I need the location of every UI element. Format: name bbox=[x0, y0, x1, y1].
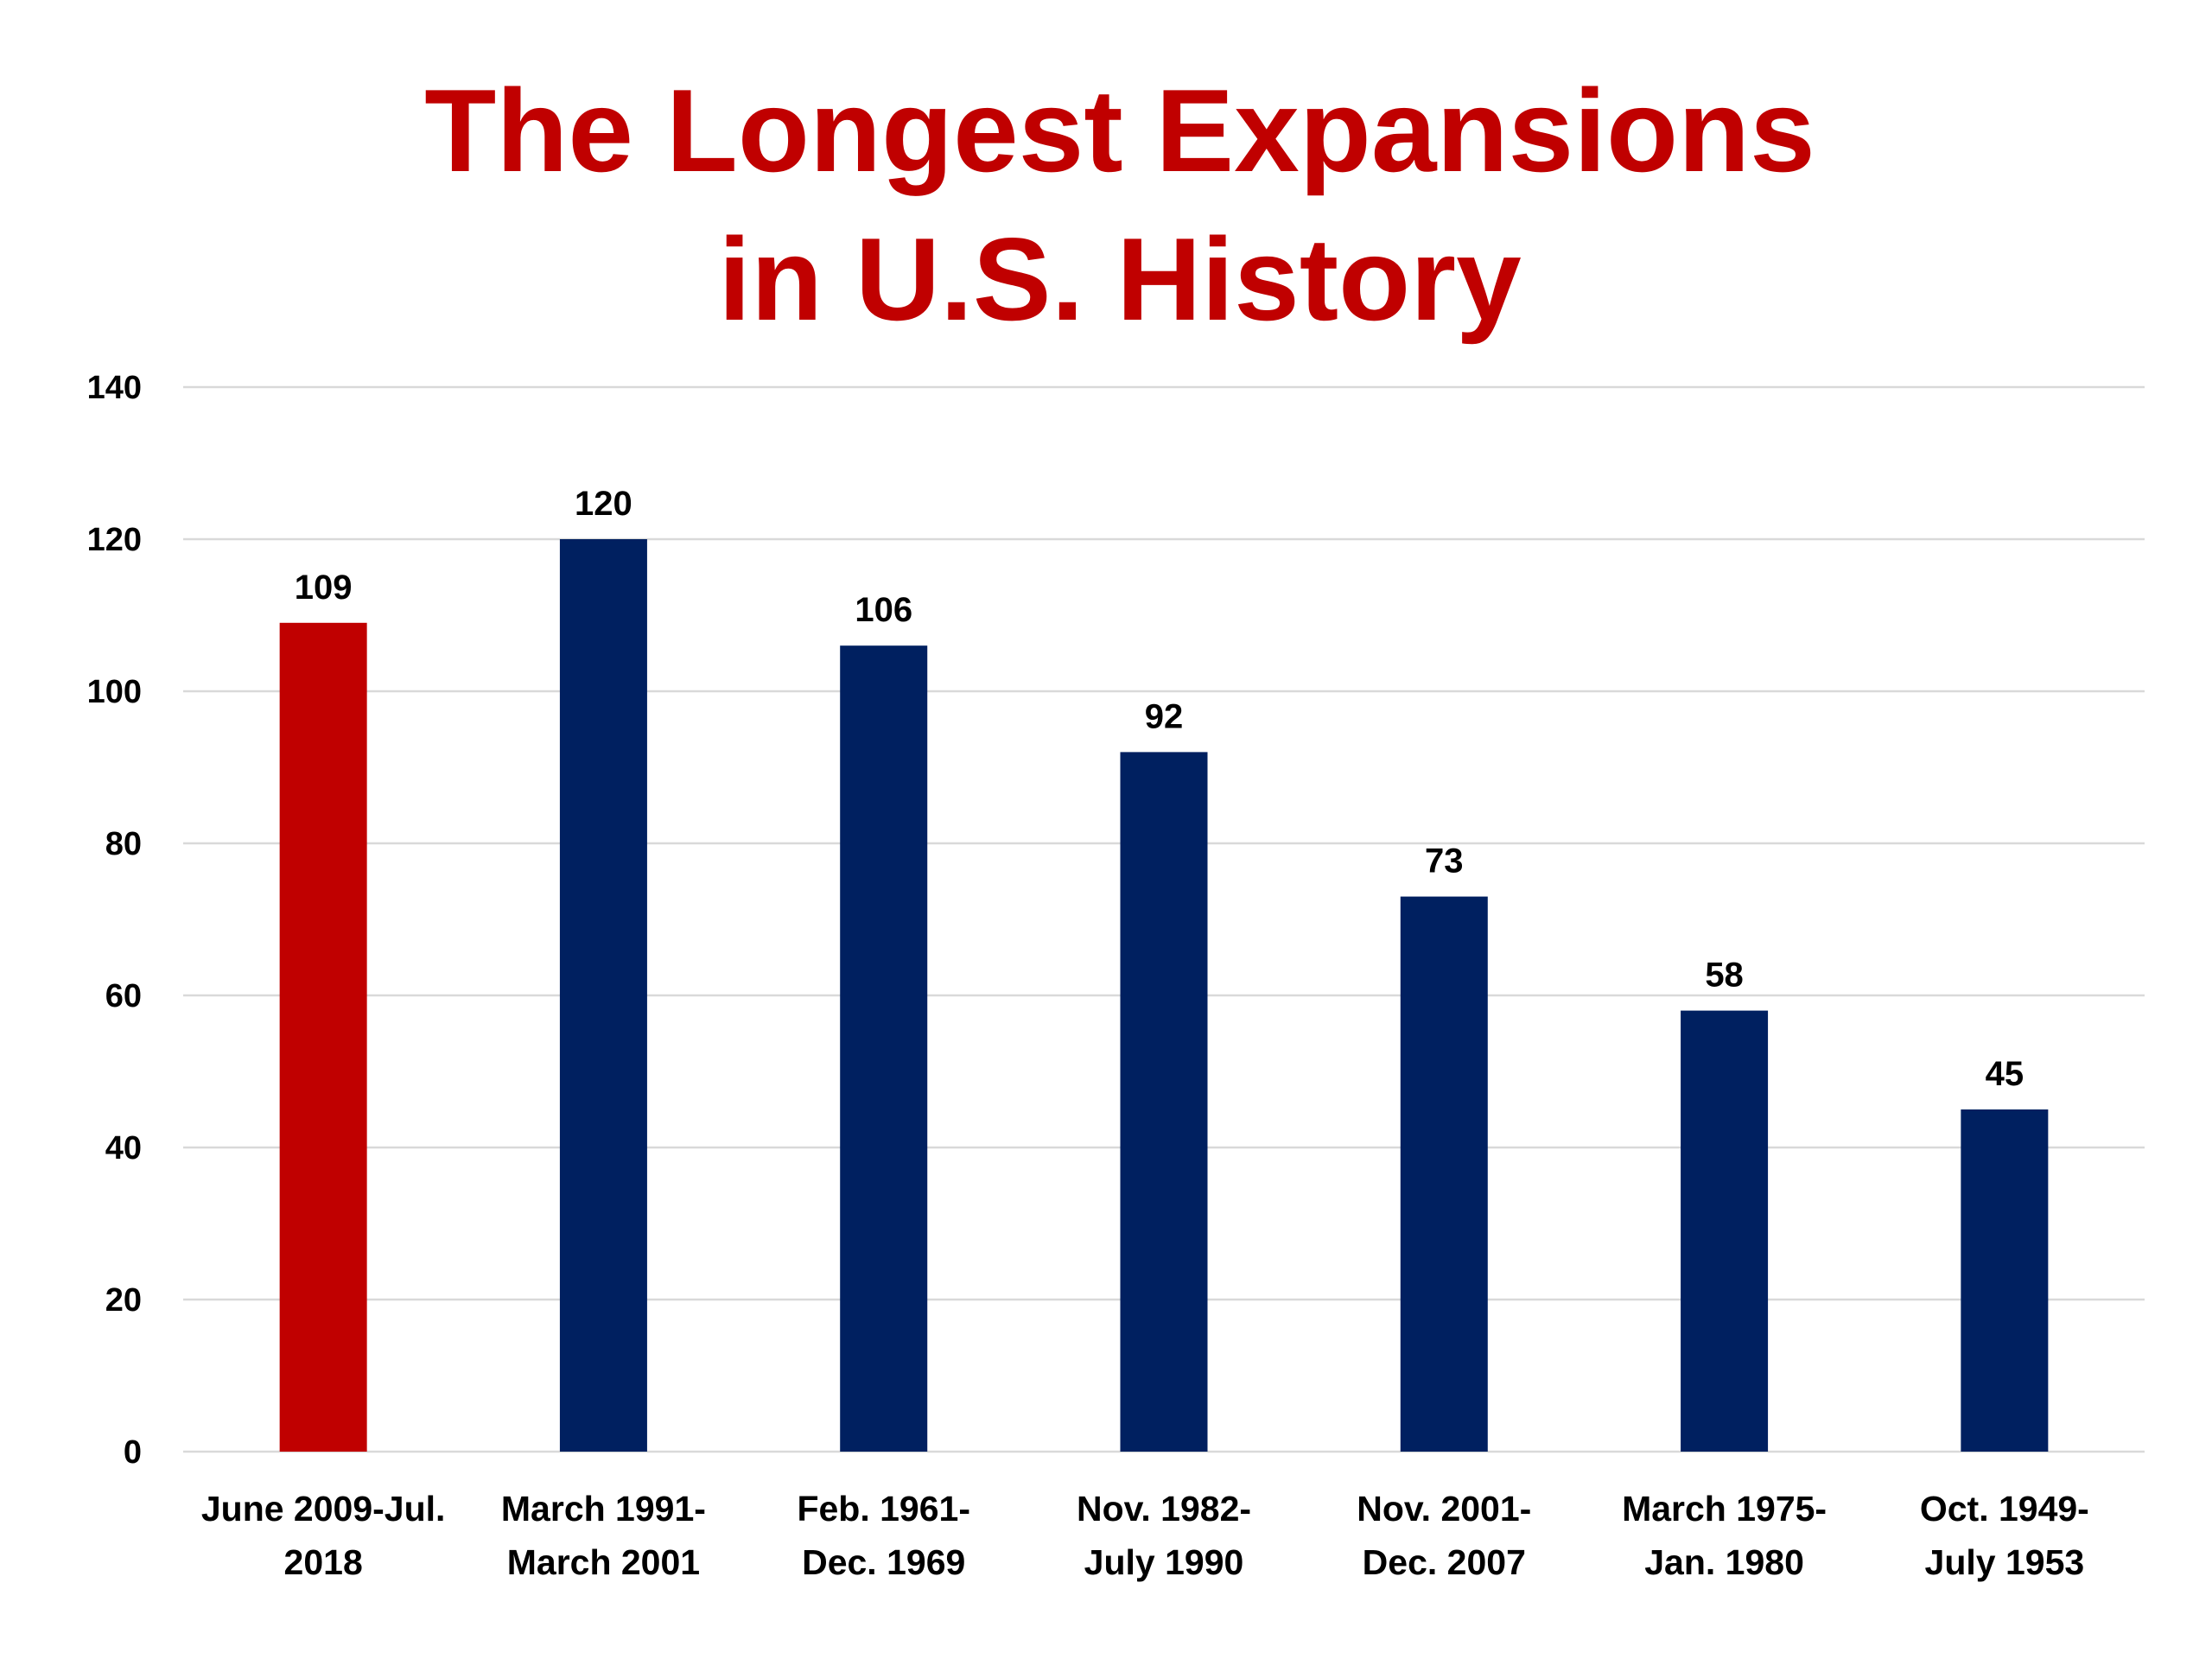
y-tick-label: 20 bbox=[105, 1282, 142, 1319]
y-tick-label: 80 bbox=[105, 826, 142, 862]
data-label: 73 bbox=[1425, 842, 1464, 880]
y-tick-label: 140 bbox=[87, 370, 142, 406]
x-category-label: Nov. 1982- bbox=[1077, 1489, 1251, 1529]
data-label: 109 bbox=[295, 569, 353, 607]
x-category-label: March 1975- bbox=[1622, 1489, 1827, 1529]
bar bbox=[559, 539, 647, 1452]
x-category-label: Dec. 1969 bbox=[802, 1542, 965, 1582]
y-tick-label: 0 bbox=[124, 1434, 142, 1471]
y-tick-label: 60 bbox=[105, 978, 142, 1014]
bar bbox=[1120, 752, 1208, 1452]
data-label: 58 bbox=[1705, 957, 1744, 995]
y-tick-label: 120 bbox=[87, 522, 142, 558]
y-tick-label: 100 bbox=[87, 674, 142, 710]
data-labels: 109 120 106 92 73 58 45 bbox=[295, 485, 2024, 1093]
data-label: 45 bbox=[1986, 1055, 2024, 1093]
x-category-label: July 1953 bbox=[1925, 1542, 2085, 1582]
x-category-label: Feb. 1961- bbox=[797, 1489, 970, 1529]
x-category-label: March 2001 bbox=[507, 1542, 700, 1582]
y-tick-label: 40 bbox=[105, 1130, 142, 1166]
bar bbox=[1400, 896, 1488, 1452]
bars bbox=[279, 539, 2049, 1452]
data-label: 106 bbox=[855, 591, 912, 629]
y-axis-tick-labels: 0 20 40 60 80 100 120 140 bbox=[87, 370, 142, 1471]
bar bbox=[1681, 1010, 1769, 1452]
x-category-label: July 1990 bbox=[1084, 1542, 1244, 1582]
bar bbox=[840, 645, 928, 1452]
x-category-label: Jan. 1980 bbox=[1644, 1542, 1804, 1582]
x-category-label: June 2009-Jul. bbox=[201, 1489, 446, 1529]
x-category-label: 2018 bbox=[284, 1542, 363, 1582]
x-category-label: Oct. 1949- bbox=[1920, 1489, 2089, 1529]
x-category-label: Nov. 2001- bbox=[1357, 1489, 1531, 1529]
bar bbox=[279, 622, 367, 1452]
data-label: 120 bbox=[575, 485, 632, 523]
chart-title: The Longest Expansions bbox=[424, 65, 1815, 196]
x-axis-category-labels: June 2009-Jul. 2018 March 1991- March 2001 F… bbox=[201, 1489, 2089, 1582]
chart-subtitle: in U.S. History bbox=[718, 213, 1522, 345]
x-category-label: March 1991- bbox=[501, 1489, 706, 1529]
data-label: 92 bbox=[1145, 697, 1184, 735]
bar bbox=[1961, 1109, 2049, 1452]
x-category-label: Dec. 2007 bbox=[1363, 1542, 1526, 1582]
